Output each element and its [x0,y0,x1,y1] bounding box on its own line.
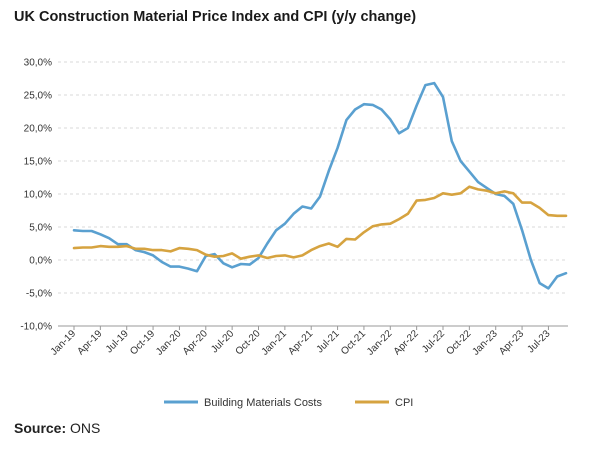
y-axis-ticks: 30,0% 25,0% 20,0% 15,0% 10,0% 5,0% 0,0% -5,0% -1… [20,58,52,333]
x-tick-label: Jan-19 [49,328,79,358]
x-tick-label: Jan-21 [260,328,290,358]
source-value: ONS [70,420,101,436]
y-tick-label: 0,0% [29,256,52,267]
y-tick-label: 15,0% [24,157,52,168]
building-materials-line [72,81,568,290]
y-tick-label: -5,0% [26,289,52,300]
y-tick-label: -10,0% [20,322,52,333]
y-tick-label: 30,0% [24,58,52,69]
y-tick-label: 20,0% [24,124,52,135]
x-tick-label: Jul-23 [526,328,553,355]
x-tick-label: Oct-22 [444,328,473,357]
legend-label: Building Materials Costs [204,397,322,409]
legend: Building Materials Costs CPI [164,397,413,409]
source-label: Source: [14,420,67,436]
cpi-line [72,185,568,261]
x-tick-label: Apr-21 [286,328,315,357]
x-tick-label: Jul-22 [420,328,447,355]
x-tick-label: Apr-22 [392,328,421,357]
y-tick-label: 5,0% [29,223,52,234]
x-tick-label: Apr-19 [75,328,104,357]
x-tick-label: Jan-23 [470,328,500,358]
chart-title: UK Construction Material Price Index and… [14,9,417,25]
x-tick-label: Jul-21 [315,328,342,355]
x-tick-label: Oct-19 [128,328,157,357]
x-tick-label: Oct-20 [234,328,263,357]
source-note: Source: ONS [14,420,100,436]
x-tick-label: Apr-23 [497,328,526,357]
y-tick-label: 10,0% [24,190,52,201]
series-lines [72,81,568,290]
y-tick-label: 25,0% [24,91,52,102]
x-tick-label: Jan-20 [154,328,184,358]
x-tick-label: Jul-20 [209,328,236,355]
grid-lines [58,61,568,294]
x-tick-label: Oct-21 [339,328,368,357]
x-tick-label: Apr-20 [181,328,210,357]
x-tick-label: Jul-19 [104,328,131,355]
x-tick-label: Jan-22 [365,328,395,358]
legend-label: CPI [395,397,413,409]
